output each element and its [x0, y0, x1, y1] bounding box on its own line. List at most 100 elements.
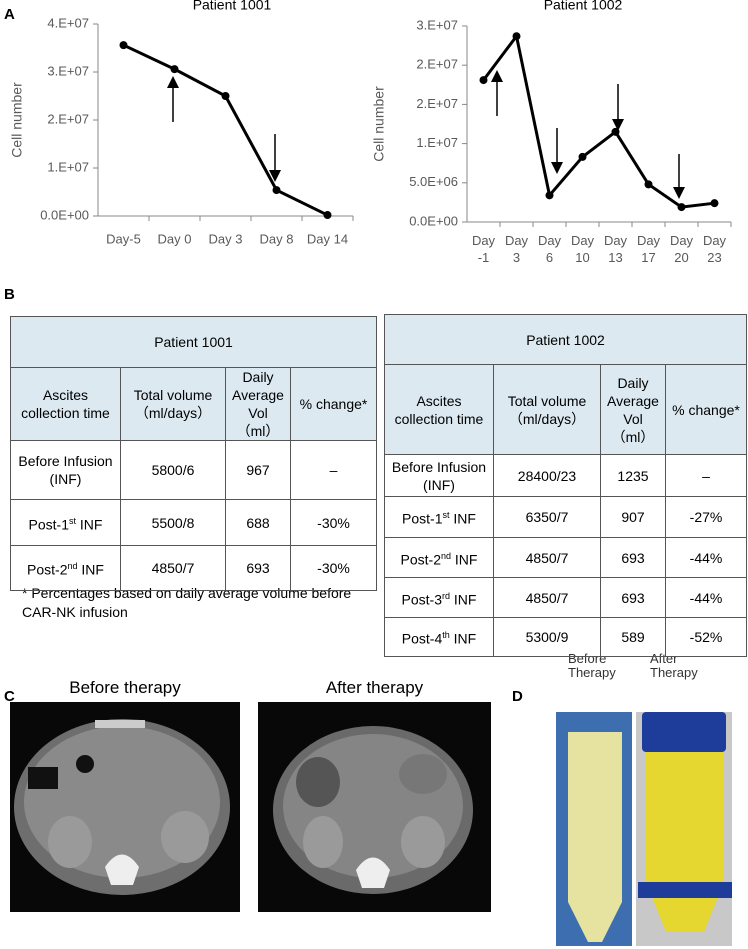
cell-text: INF	[76, 516, 103, 533]
table-cell: Total volume （ml/days）	[120, 367, 226, 441]
x-tick-label: Day 14	[307, 231, 348, 246]
data-point	[323, 211, 332, 220]
table-row: Post-2nd INF 4850/7 693 -30%	[10, 545, 377, 591]
table-cell: -44%	[665, 537, 747, 578]
y-tick-label: 1.E+07	[47, 159, 89, 174]
data-line	[482, 32, 715, 209]
data-point	[479, 76, 488, 85]
x-tick-label: Day 8	[260, 231, 294, 246]
table-row: Before Infusion (INF) 28400/23 1235–	[384, 454, 747, 497]
data-point	[677, 203, 686, 212]
table-cell: –	[290, 440, 377, 500]
cell-text: Post-2	[400, 551, 441, 568]
table-row: Post-1st INF 6350/7 907 -27%	[384, 496, 747, 538]
table-cell: Daily Average Vol （ml）	[225, 367, 291, 441]
data-point	[710, 199, 719, 208]
cell-text: INF	[451, 551, 478, 568]
table-cell: -30%	[290, 499, 377, 546]
y-tick-label: 2.E+07	[416, 57, 458, 72]
x-tick-label: Day 10	[570, 233, 595, 265]
table-cell: Patient 1001	[10, 316, 377, 368]
x-tick-label: Day 20	[669, 233, 694, 265]
table-cell: 4850/7	[493, 537, 601, 578]
cell-text: rd	[442, 590, 451, 601]
table-cell: Before Infusion (INF)	[10, 440, 121, 500]
cell-text: nd	[441, 550, 452, 561]
panel-label: A	[4, 6, 15, 23]
x-tick-label: Day 6	[537, 233, 562, 265]
y-tick-label: 2.E+07	[416, 96, 458, 111]
ct-image	[258, 702, 491, 912]
table-cell: 28400/23	[493, 454, 601, 497]
cell-text: st	[442, 510, 450, 521]
cell-text: st	[69, 515, 77, 526]
chart-title: Patient 1002	[544, 0, 623, 13]
y-axis-label: Cell number	[371, 86, 387, 162]
table-row: Ascites collection time Total volume （ml/…	[384, 364, 747, 455]
cell-text: INF	[77, 561, 104, 578]
data-point	[221, 92, 230, 100]
table-row: Post-4th INF 5300/9 589 -52%	[384, 617, 747, 657]
y-tick-label: 3.E+07	[47, 63, 89, 78]
table-cell: Patient 1002	[384, 314, 747, 365]
data-point	[578, 152, 587, 161]
image-caption: After therapy	[325, 678, 424, 697]
infusion-arrows	[167, 70, 685, 199]
data-point	[611, 127, 620, 136]
table-cell: -30%	[290, 545, 377, 591]
table-cell: –	[665, 454, 747, 497]
table-row: Before Infusion (INF) 5800/6 967–	[10, 440, 377, 500]
table-cell: 693	[600, 577, 666, 618]
table-cell: 4850/7	[120, 545, 226, 591]
table-body: Patient 1001 Ascites collection time Total…	[10, 316, 377, 591]
table-cell: -44%	[665, 577, 747, 618]
y-tick-label: 5.0E+06	[409, 174, 458, 189]
table-row: Patient 1002	[384, 314, 747, 365]
y-tick-label: 3.E+07	[416, 17, 458, 32]
y-axis-label: Cell number	[9, 82, 25, 158]
data-point	[512, 32, 521, 41]
table-cell: 693	[600, 537, 666, 578]
table-cell: Post-2nd INF	[384, 537, 494, 578]
table-cell: Before Infusion (INF)	[384, 454, 494, 497]
table-cell: -52%	[665, 617, 747, 657]
table-cell: Ascites collection time	[10, 367, 121, 441]
table-cell: 5300/9	[493, 617, 601, 657]
table-row: Ascites collection time Total volume （ml/…	[10, 367, 377, 441]
table-cell: 907	[600, 496, 666, 538]
panel-label: C	[4, 688, 15, 705]
data-point	[272, 186, 281, 195]
y-tick-label: 0.0E+00	[40, 207, 89, 222]
data-point	[644, 180, 653, 189]
tube-photos	[556, 712, 732, 946]
table-cell: Ascites collection time	[384, 364, 494, 455]
x-tick-label: Day 0	[158, 231, 192, 246]
y-tick-label: 4.E+07	[47, 15, 89, 30]
x-tick-label: Day-5	[106, 231, 141, 246]
data-line	[122, 43, 329, 217]
table-cell: Post-1st INF	[10, 499, 121, 546]
cell-text: INF	[449, 630, 477, 647]
chart-title: Patient 1001	[193, 0, 272, 13]
cell-text: nd	[67, 561, 78, 572]
data-point	[119, 41, 128, 50]
cell-text: INF	[449, 510, 476, 527]
cell-text: Post-4	[401, 630, 443, 647]
table-row: Post-2nd INF 4850/7 693 -44%	[384, 537, 747, 578]
table-cell: 589	[600, 617, 666, 657]
table-cell: 6350/7	[493, 496, 601, 538]
table-body: Patient 1002 Ascites collection time Total…	[384, 314, 747, 657]
table-cell: 4850/7	[493, 577, 601, 618]
table-cell: % change*	[290, 367, 377, 441]
data-table: Patient 1001 Ascites collection time Total…	[10, 316, 377, 591]
table-row: Post-1st INF 5500/8 688 -30%	[10, 499, 377, 546]
cell-text: Post-1	[28, 516, 69, 533]
x-tick-label: Day 23	[702, 233, 727, 265]
ct-image	[10, 702, 240, 912]
x-tick-label: Day 3	[504, 233, 529, 265]
data-point	[170, 65, 179, 74]
table-cell: Post-3rd INF	[384, 577, 494, 618]
image-caption: Before therapy	[69, 678, 181, 697]
table-cell: Daily Average Vol （ml）	[600, 364, 666, 455]
